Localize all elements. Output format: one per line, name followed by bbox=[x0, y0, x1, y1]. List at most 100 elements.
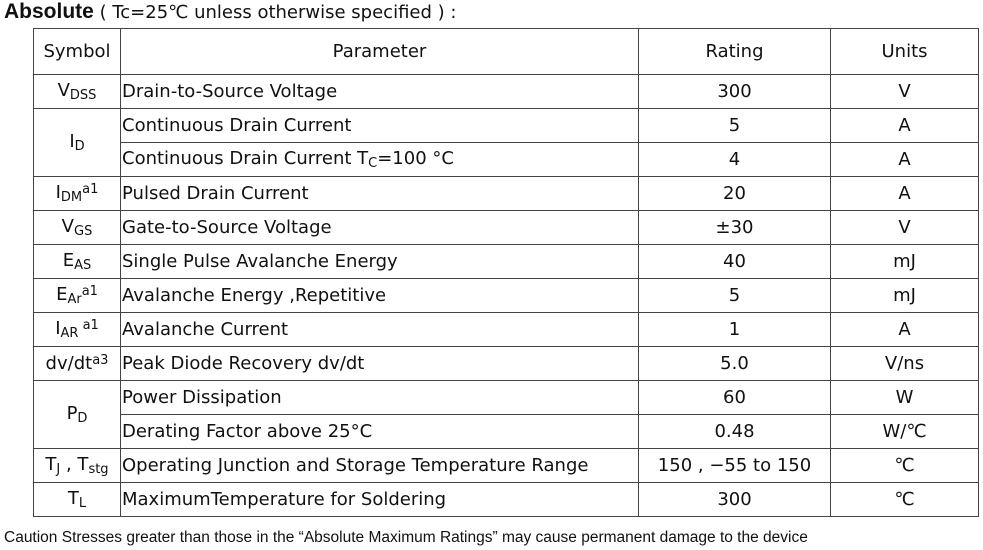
table-row: PD Power Dissipation 60 W bbox=[33, 380, 979, 449]
table-row: Derating Factor above 25°C 0.48 W/℃ bbox=[34, 414, 979, 449]
unit-cell: ℃ bbox=[830, 482, 979, 517]
text: , T bbox=[60, 454, 89, 475]
unit-cell: W bbox=[830, 380, 979, 415]
parameter-cell: Avalanche Current bbox=[120, 312, 639, 347]
unit-cell: V bbox=[830, 74, 979, 109]
subscript: DSS bbox=[69, 88, 97, 103]
unit-cell: A bbox=[830, 312, 979, 347]
subscript: GS bbox=[74, 224, 93, 239]
subscript: AS bbox=[74, 258, 92, 273]
title: Absolute ( Tc=25℃ unless otherwise speci… bbox=[4, 0, 456, 24]
table-row: dv/dta3 Peak Diode Recovery dv/dt 5.0 V/ns bbox=[33, 346, 979, 381]
table-row: EAra1 Avalanche Energy ,Repetitive 5 mJ bbox=[33, 278, 979, 313]
superscript: a1 bbox=[81, 284, 98, 299]
text: dv/dt bbox=[45, 353, 93, 374]
rating-cell: 60 bbox=[638, 380, 831, 415]
text: T bbox=[67, 488, 79, 509]
unit-cell: mJ bbox=[830, 278, 979, 313]
table-row: ID Continuous Drain Current 5 A bbox=[33, 108, 979, 177]
text: I bbox=[55, 182, 61, 203]
subscript: D bbox=[77, 411, 88, 426]
parameter-cell: Avalanche Energy ,Repetitive bbox=[120, 278, 639, 313]
superscript: a1 bbox=[78, 318, 99, 333]
parameter-cell: Continuous Drain Current TC=100 °C bbox=[120, 142, 639, 177]
unit-cell: A bbox=[830, 176, 979, 211]
parameter-cell: Operating Junction and Storage Temperatu… bbox=[120, 448, 639, 483]
parameter-cell: Peak Diode Recovery dv/dt bbox=[120, 346, 639, 381]
rating-cell: 1 bbox=[638, 312, 831, 347]
table-row: VDSS Drain-to-Source Voltage 300 V bbox=[33, 74, 979, 109]
rating-cell: 5 bbox=[638, 108, 831, 143]
header-cell: Symbol bbox=[33, 28, 121, 75]
rating-cell: 150 , −55 to 150 bbox=[638, 448, 831, 483]
ratings-table: Symbol Parameter Rating Units VDSS Drain-to-S… bbox=[33, 28, 979, 517]
subscript: DM bbox=[60, 190, 83, 205]
table-row: VGS Gate-to-Source Voltage ±30 V bbox=[33, 210, 979, 245]
rating-cell: ±30 bbox=[638, 210, 831, 245]
parameter-cell: MaximumTemperature for Soldering bbox=[120, 482, 639, 517]
symbol-cell: TL bbox=[33, 482, 121, 517]
unit-cell: A bbox=[830, 142, 979, 177]
title-rest: ( Tc=25℃ unless otherwise specified ) : bbox=[99, 2, 457, 23]
rating-cell: 5.0 bbox=[638, 346, 831, 381]
header-cell: Units bbox=[830, 28, 979, 75]
symbol-cell: IAR a1 bbox=[33, 312, 121, 347]
table-row: EAS Single Pulse Avalanche Energy 40 mJ bbox=[33, 244, 979, 279]
parameter-cell: Drain-to-Source Voltage bbox=[120, 74, 639, 109]
symbol-cell: IDMa1 bbox=[33, 176, 121, 211]
header-cell: Parameter bbox=[120, 28, 639, 75]
header-row: Symbol Parameter Rating Units bbox=[33, 28, 979, 75]
text: I bbox=[55, 318, 61, 339]
subscript: C bbox=[368, 156, 378, 171]
unit-cell: V/ns bbox=[830, 346, 979, 381]
subscript: Ar bbox=[67, 292, 82, 307]
unit-cell: W/℃ bbox=[830, 414, 979, 449]
superscript: a1 bbox=[82, 182, 99, 197]
unit-cell: mJ bbox=[830, 244, 979, 279]
symbol-cell: EAra1 bbox=[33, 278, 121, 313]
parameter-cell: Gate-to-Source Voltage bbox=[120, 210, 639, 245]
rating-cell: 4 bbox=[638, 142, 831, 177]
text: T bbox=[45, 454, 57, 475]
parameter-cell: Single Pulse Avalanche Energy bbox=[120, 244, 639, 279]
text: V bbox=[61, 216, 74, 237]
parameter-cell: Continuous Drain Current bbox=[120, 108, 639, 143]
parameter-cell: Pulsed Drain Current bbox=[120, 176, 639, 211]
symbol-cell: PD bbox=[33, 380, 121, 449]
text: P bbox=[66, 403, 78, 424]
parameter-cell: Derating Factor above 25°C bbox=[120, 414, 639, 449]
rating-cell: 5 bbox=[638, 278, 831, 313]
rating-cell: 40 bbox=[638, 244, 831, 279]
symbol-cell: EAS bbox=[33, 244, 121, 279]
unit-cell: A bbox=[830, 108, 979, 143]
rating-cell: 20 bbox=[638, 176, 831, 211]
text: V bbox=[57, 80, 70, 101]
symbol-cell: VDSS bbox=[33, 74, 121, 109]
text: I bbox=[69, 131, 75, 152]
symbol-cell: ID bbox=[33, 108, 121, 177]
unit-cell: ℃ bbox=[830, 448, 979, 483]
superscript: a3 bbox=[92, 353, 109, 368]
table-row: Continuous Drain Current TC=100 °C 4 A bbox=[34, 142, 979, 177]
rating-cell: 0.48 bbox=[638, 414, 831, 449]
symbol-cell: VGS bbox=[33, 210, 121, 245]
subscript: L bbox=[78, 496, 87, 511]
text: Continuous Drain Current T bbox=[122, 148, 369, 169]
text: E bbox=[56, 284, 68, 305]
caption: Caution Stresses greater than those in t… bbox=[4, 529, 808, 546]
rating-cell: 300 bbox=[638, 74, 831, 109]
symbol-cell: dv/dta3 bbox=[33, 346, 121, 381]
subscript: D bbox=[74, 139, 85, 154]
text: E bbox=[62, 250, 75, 271]
parameter-cell: Power Dissipation bbox=[120, 380, 639, 415]
header-cell: Rating bbox=[638, 28, 831, 75]
table-row: IAR a1 Avalanche Current 1 A bbox=[33, 312, 979, 347]
title-bold: Absolute bbox=[4, 0, 94, 23]
table-row: TL MaximumTemperature for Soldering 300 ℃ bbox=[33, 482, 979, 517]
table-row: IDMa1 Pulsed Drain Current 20 A bbox=[33, 176, 979, 211]
subscript: stg bbox=[88, 462, 109, 477]
rating-cell: 300 bbox=[638, 482, 831, 517]
symbol-cell: TJ , Tstg bbox=[33, 448, 121, 483]
subscript: AR bbox=[60, 326, 79, 341]
